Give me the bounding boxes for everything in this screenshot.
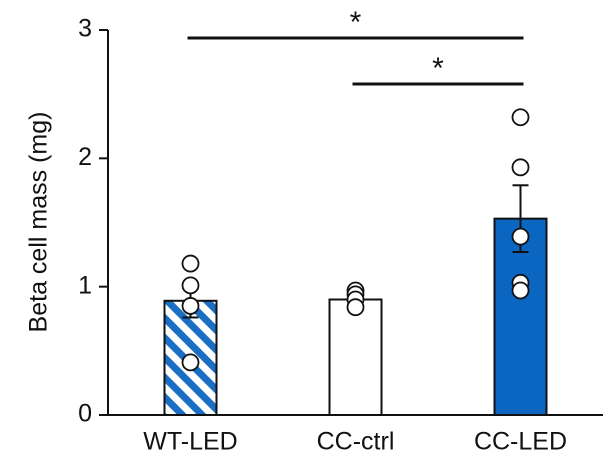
- significance-label: *: [432, 52, 444, 85]
- y-tick-label: 0: [78, 400, 92, 428]
- significance-label: *: [350, 6, 362, 39]
- x-tick-label: CC-LED: [474, 428, 567, 456]
- x-tick-label: WT-LED: [143, 428, 237, 456]
- y-tick-label: 2: [78, 143, 92, 171]
- y-axis-label: Beta cell mass (mg): [25, 112, 53, 333]
- data-point: [181, 254, 200, 273]
- bar: [328, 298, 383, 416]
- data-point: [511, 158, 530, 177]
- y-tick-label: 1: [78, 271, 92, 299]
- data-point: [181, 276, 200, 295]
- data-point: [181, 353, 200, 372]
- data-point: [181, 297, 200, 315]
- data-point: [346, 298, 365, 317]
- data-point: [511, 108, 530, 127]
- data-point: [511, 227, 530, 246]
- y-tick-label: 3: [78, 15, 92, 43]
- data-point: [511, 281, 530, 300]
- x-tick-label: CC-ctrl: [317, 428, 395, 456]
